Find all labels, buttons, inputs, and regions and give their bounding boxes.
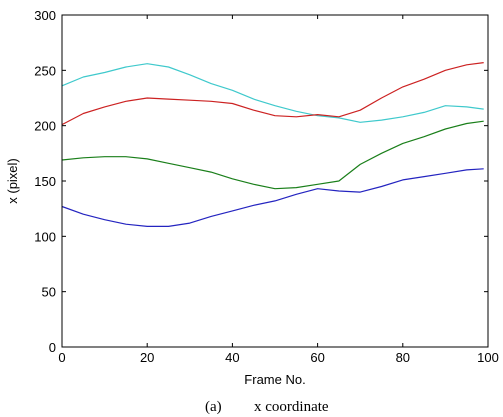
series-line-4 [61, 168, 484, 227]
plot-frame [61, 14, 489, 348]
tick-layer: 0 20 40 60 80 100 0 50 100 150 200 250 300 [34, 8, 499, 365]
y-tick-label-150: 150 [34, 174, 56, 189]
y-tick-label-0: 0 [49, 340, 56, 355]
y-tick-label-300: 300 [34, 8, 56, 23]
y-tick-label-100: 100 [34, 229, 56, 244]
y-tick-label-50: 50 [42, 285, 56, 300]
y-tick-label-250: 250 [34, 63, 56, 78]
y-tick-label-200: 200 [34, 119, 56, 134]
x-tick-label-100: 100 [477, 350, 499, 365]
caption-tag: (a) [205, 399, 222, 415]
x-axis-label: Frame No. [244, 372, 305, 387]
series-line-2 [61, 62, 484, 126]
series-layer [61, 62, 484, 227]
series-line-3 [61, 120, 484, 190]
x-tick-label-20: 20 [140, 350, 154, 365]
x-tick-label-80: 80 [396, 350, 410, 365]
x-tick-label-40: 40 [225, 350, 239, 365]
series-line-1 [61, 63, 484, 123]
caption-text: x coordinate [254, 399, 329, 415]
x-tick-label-0: 0 [58, 350, 65, 365]
x-tick-label-60: 60 [310, 350, 324, 365]
y-axis-label: x (pixel) [5, 158, 20, 204]
